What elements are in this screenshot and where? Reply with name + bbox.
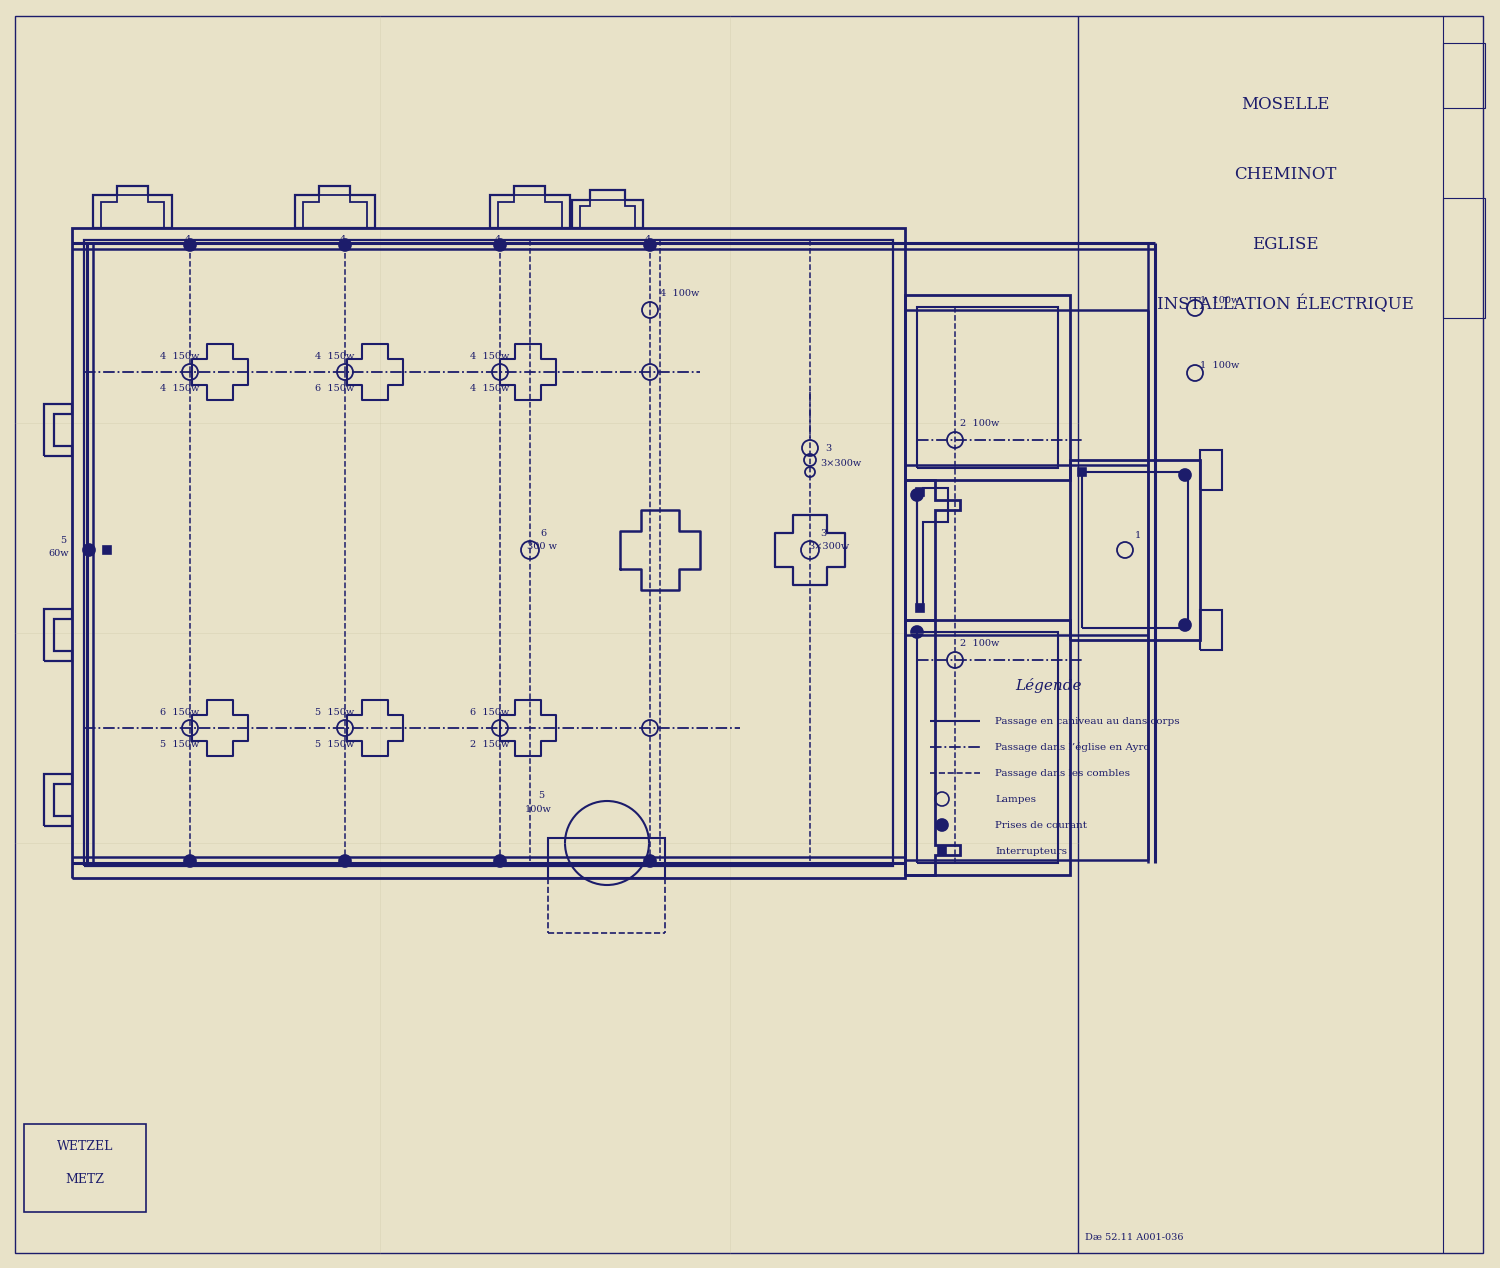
Circle shape (82, 544, 94, 555)
Text: METZ: METZ (66, 1173, 105, 1186)
Text: CHEMINOT: CHEMINOT (1234, 166, 1336, 183)
Circle shape (910, 626, 922, 638)
Bar (24, 1123, 146, 1212)
Text: 1  100w: 1 100w (1200, 361, 1239, 370)
Text: INSTALLATION ÉLECTRIQUE: INSTALLATION ÉLECTRIQUE (1156, 294, 1413, 313)
Circle shape (339, 855, 351, 867)
Text: 5  150w: 5 150w (315, 741, 354, 749)
Text: 4: 4 (184, 235, 192, 243)
Text: EGLISE: EGLISE (1251, 236, 1318, 254)
Text: 6  150w: 6 150w (315, 384, 354, 393)
Text: 100w: 100w (525, 805, 552, 814)
Text: 4  150w: 4 150w (160, 384, 200, 393)
Circle shape (644, 238, 656, 251)
Text: 4: 4 (495, 235, 501, 243)
Text: Interrupteurs: Interrupteurs (994, 847, 1066, 856)
Text: 6: 6 (540, 529, 546, 538)
Text: 5: 5 (538, 791, 544, 800)
Text: 5  150w: 5 150w (315, 708, 354, 716)
Text: 60w: 60w (48, 549, 69, 558)
Text: 5: 5 (60, 536, 66, 545)
Text: 1: 1 (1136, 531, 1142, 540)
Text: 4  150w: 4 150w (470, 384, 510, 393)
Text: 2  100w: 2 100w (960, 418, 999, 429)
Text: 6  150w: 6 150w (160, 708, 200, 716)
Text: MOSELLE: MOSELLE (1240, 96, 1329, 113)
Bar (1443, 198, 1485, 318)
Circle shape (339, 238, 351, 251)
Text: 5  150w: 5 150w (160, 741, 200, 749)
Text: 6  150w: 6 150w (470, 708, 509, 716)
Text: Légende: Légende (1016, 678, 1082, 694)
Text: 2  100w: 2 100w (960, 639, 999, 648)
Text: Lampes: Lampes (994, 795, 1036, 804)
Text: 2  150w: 2 150w (470, 741, 510, 749)
Text: 3: 3 (825, 444, 831, 453)
Text: 3×300w: 3×300w (821, 459, 861, 468)
Circle shape (644, 855, 656, 867)
Circle shape (936, 819, 948, 831)
Text: 4  150w: 4 150w (160, 353, 200, 361)
Text: WETZEL: WETZEL (57, 1140, 112, 1153)
Text: Prises de courant: Prises de courant (994, 820, 1088, 829)
Text: 4  100w: 4 100w (660, 289, 699, 298)
Bar (1443, 43, 1485, 108)
Text: Passage en caniveau au dans corps: Passage en caniveau au dans corps (994, 716, 1179, 725)
Text: Dæ 52.11 A001-036: Dæ 52.11 A001-036 (1084, 1232, 1184, 1241)
Text: Passage dans l’église en Ayro: Passage dans l’église en Ayro (994, 742, 1149, 752)
Circle shape (494, 238, 506, 251)
Text: 4  150w: 4 150w (470, 353, 510, 361)
Circle shape (494, 855, 506, 867)
Text: 1  100w: 1 100w (1200, 295, 1239, 306)
Text: 3×300w: 3×300w (808, 541, 849, 552)
Text: 4  150w: 4 150w (315, 353, 354, 361)
Circle shape (184, 855, 196, 867)
Circle shape (184, 238, 196, 251)
Text: 3: 3 (821, 529, 827, 538)
Circle shape (1179, 469, 1191, 481)
Text: 4: 4 (645, 235, 651, 243)
Text: 4: 4 (340, 235, 346, 243)
Text: Passage dans les combles: Passage dans les combles (994, 768, 1130, 777)
Text: 300 w: 300 w (526, 541, 556, 552)
Circle shape (1179, 619, 1191, 631)
Circle shape (910, 489, 922, 501)
